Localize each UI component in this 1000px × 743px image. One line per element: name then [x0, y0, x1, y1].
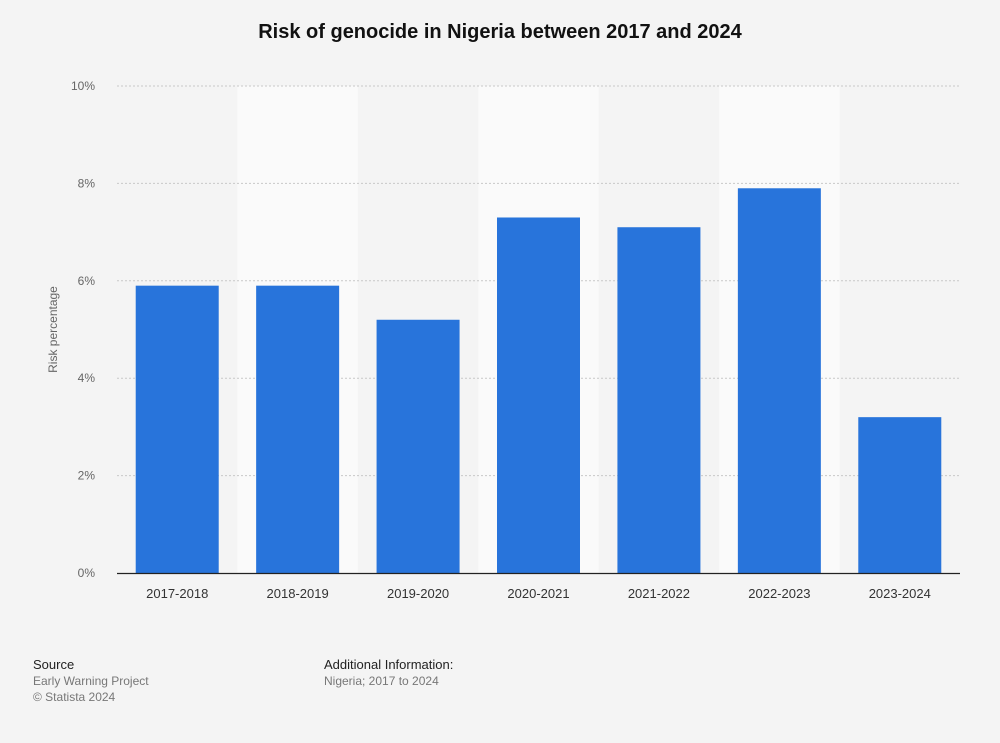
- x-tick-label: 2018-2019: [267, 586, 329, 601]
- bar: [376, 319, 460, 573]
- bar: [135, 285, 219, 573]
- source-heading: Source: [33, 657, 75, 672]
- source-block: Source Early Warning Project © Statista …: [33, 657, 149, 705]
- x-tick-label: 2017-2018: [146, 586, 208, 601]
- bar: [737, 188, 821, 573]
- bar: [497, 217, 580, 574]
- additional-info-heading: Additional Information:: [324, 657, 454, 672]
- additional-info-block: Additional Information: Nigeria; 2017 to…: [324, 657, 453, 689]
- y-tick-label: 8%: [78, 176, 96, 190]
- bar: [256, 285, 340, 573]
- y-tick-label: 0%: [78, 566, 96, 580]
- chart-title: Risk of genocide in Nigeria between 2017…: [258, 21, 742, 43]
- copyright-line: © Statista 2024: [33, 690, 116, 704]
- source-line: Early Warning Project: [33, 674, 149, 688]
- x-tick-label: 2023-2024: [869, 586, 931, 601]
- y-tick-label: 10%: [71, 79, 95, 93]
- bar: [617, 227, 701, 574]
- y-tick-label: 6%: [78, 274, 96, 288]
- y-tick-label: 2%: [78, 469, 96, 483]
- x-tick-label: 2020-2021: [507, 586, 569, 601]
- y-axis-title: Risk percentage: [46, 286, 60, 373]
- bar-chart: 0% 2% 4% 6% 8% 10% 2017-2018 2018-2019 2019-2020…: [46, 79, 960, 601]
- x-tick-label: 2021-2022: [628, 586, 690, 601]
- x-tick-label: 2019-2020: [387, 586, 449, 601]
- additional-info-line: Nigeria; 2017 to 2024: [324, 674, 439, 688]
- x-tick-label: 2022-2023: [748, 586, 810, 601]
- bar: [858, 417, 942, 573]
- y-tick-label: 4%: [78, 371, 96, 385]
